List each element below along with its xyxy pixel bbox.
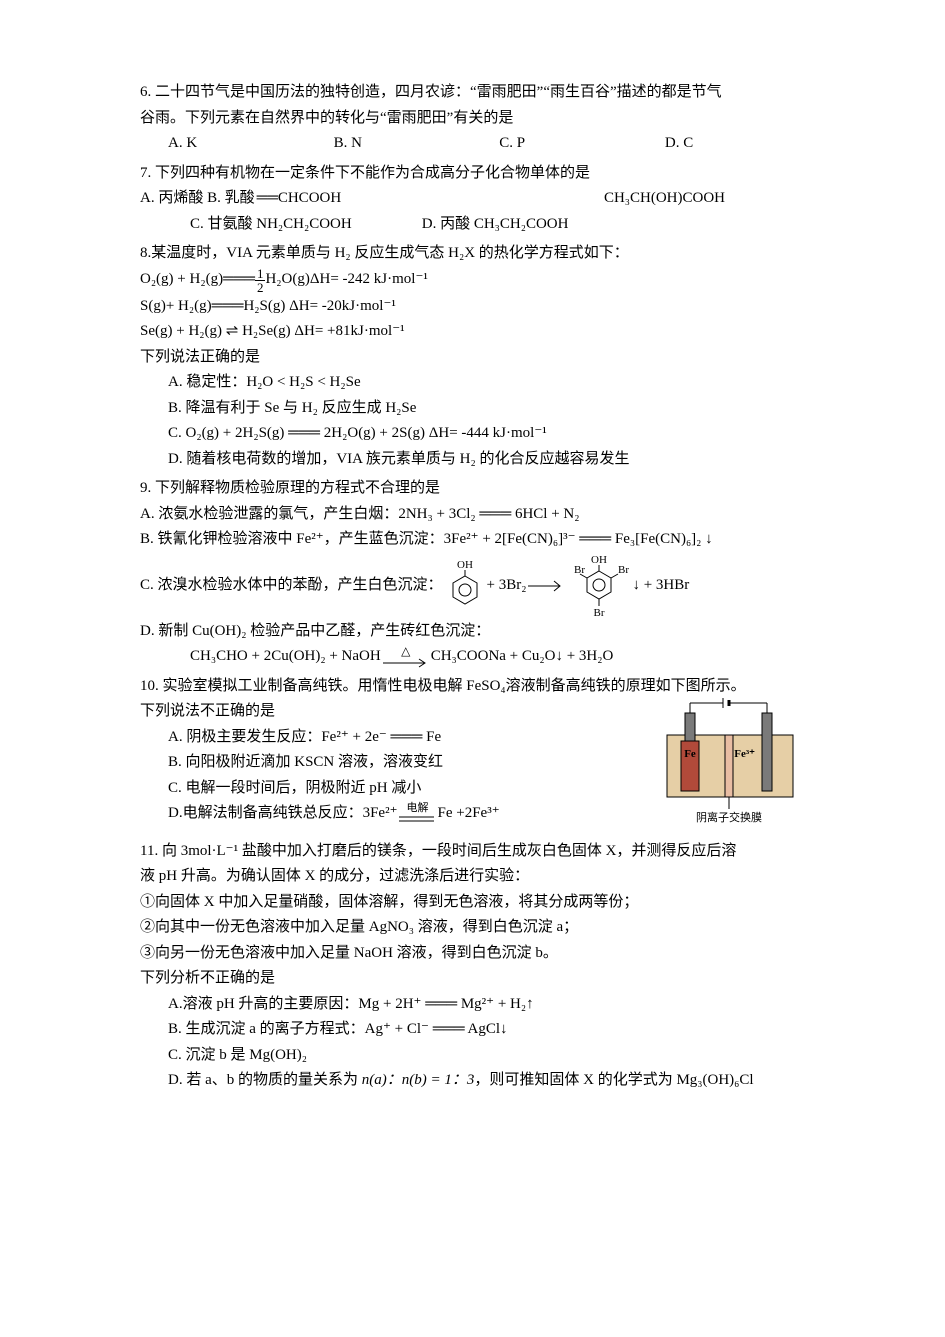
arrow-icon (526, 576, 566, 596)
q6-opt-c: C. P (499, 131, 665, 157)
q6-stem-2: 谷雨。下列元素在自然界中的转化与“雷雨肥田”有关的是 (140, 106, 805, 132)
q8-eq1-left: O₂(g) + H₂(g)═══ (140, 267, 255, 293)
q11-step-2: ②向其中一份无色溶液中加入足量 AgNO₃ 溶液，得到白色沉淀 a； (140, 915, 805, 941)
q10: 10. 实验室模拟工业制备高纯铁。用惰性电极电解 FeSO₄溶液制备高纯铁的原理… (140, 674, 805, 835)
electrolysis-figure: Fe Fe³⁺ 阴离子交换膜 (655, 695, 805, 835)
q8-sub: 下列说法正确的是 (140, 345, 805, 371)
q7-a-pre: A. 丙烯酸 B. 乳酸 (140, 186, 255, 212)
q11-opt-d: D. 若 a、b 的物质的量关系为 n(a)：n(b) = 1：3，则可推知固体… (140, 1068, 805, 1094)
q11-opt-c: C. 沉淀 b 是 Mg(OH)₂ (140, 1043, 805, 1069)
q7-a-formula: ══CHCOOH (257, 186, 342, 212)
q7-opt-d: D. 丙酸 CH₃CH₂COOH (422, 212, 569, 238)
phenol-icon: OH (443, 558, 487, 614)
q11-step-3: ③向另一份无色溶液中加入足量 NaOH 溶液，得到白色沉淀 b。 (140, 941, 805, 967)
q8-eq1-frac-bot: 2 (255, 281, 266, 294)
q11-stem-1: 11. 向 3mol·L⁻¹ 盐酸中加入打磨后的镁条，一段时间后生成灰白色固体 … (140, 839, 805, 865)
q8-opt-d: D. 随着核电荷数的增加，VIA 族元素单质与 H₂ 的化合反应越容易发生 (140, 447, 805, 473)
q11-sub: 下列分析不正确的是 (140, 966, 805, 992)
svg-text:Fe³⁺: Fe³⁺ (734, 748, 755, 760)
q10-d-right: Fe +2Fe³⁺ (438, 801, 500, 827)
q11: 11. 向 3mol·L⁻¹ 盐酸中加入打磨后的镁条，一段时间后生成灰白色固体 … (140, 839, 805, 1094)
q7-stem: 7. 下列四种有机物在一定条件下不能作为合成高分子化合物单体的是 (140, 161, 805, 187)
svg-text:阴离子交换膜: 阴离子交换膜 (696, 810, 762, 824)
q11-d-ital: n(a)：n(b) = 1：3 (362, 1072, 475, 1088)
q11-step-1: ①向固体 X 中加入足量硝酸，固体溶解，得到无色溶液，将其分成两等份； (140, 890, 805, 916)
q9-d2-left: CH₃CHO + 2Cu(OH)₂ + NaOH (190, 644, 381, 670)
q9-c-tail: ↓ + 3HBr (632, 573, 689, 599)
q6-opt-a: A. K (140, 131, 334, 157)
q10-d-left: D.电解法制备高纯铁总反应：3Fe²⁺ (168, 801, 398, 827)
q8-eq1-right: H₂O(g)ΔH= -242 kJ·mol⁻¹ (265, 267, 427, 293)
q8-eq3: Se(g) + H₂(g) ⇌ H₂Se(g) ΔH= +81kJ·mol⁻¹ (140, 319, 805, 345)
svg-text:Br: Br (594, 607, 605, 619)
q8-eq2: S(g)+ H₂(g)═══H₂S(g) ΔH= -20kJ·mol⁻¹ (140, 294, 805, 320)
q8-stem: 8.某温度时，VIA 元素单质与 H₂ 反应生成气态 H₂X 的热化学方程式如下… (140, 241, 805, 267)
q8: 8.某温度时，VIA 元素单质与 H₂ 反应生成气态 H₂X 的热化学方程式如下… (140, 241, 805, 472)
svg-text:Fe: Fe (684, 748, 696, 760)
q8-opt-c: C. O₂(g) + 2H₂S(g) ═══ 2H₂O(g) + 2S(g) Δ… (140, 421, 805, 447)
q7-b-formula: CH₃CH(OH)COOH (604, 186, 725, 212)
q9-stem: 9. 下列解释物质检验原理的方程式不合理的是 (140, 476, 805, 502)
q9-opt-a: A. 浓氨水检验泄露的氯气，产生白烟：2NH₃ + 3Cl₂ ═══ 6HCl … (140, 502, 805, 528)
q9: 9. 下列解释物质检验原理的方程式不合理的是 A. 浓氨水检验泄露的氯气，产生白… (140, 476, 805, 670)
q8-eq1-frac: 1 2 (255, 267, 266, 294)
q9-c-text: C. 浓溴水检验水体中的苯酚，产生白色沉淀： (140, 573, 443, 599)
q7: 7. 下列四种有机物在一定条件下不能作为合成高分子化合物单体的是 A. 丙烯酸 … (140, 161, 805, 238)
q9-opt-d2: CH₃CHO + 2Cu(OH)₂ + NaOH △ CH₃COONa + Cu… (140, 644, 805, 670)
q11-opt-b: B. 生成沉淀 a 的离子方程式：Ag⁺ + Cl⁻ ═══ AgCl↓ (140, 1017, 805, 1043)
q9-d2-delta: △ (381, 645, 431, 657)
tribromophenol-icon: OH Br Br Br (566, 553, 632, 619)
q9-c-plus: + 3Br₂ (487, 573, 527, 599)
q11-stem-2: 液 pH 升高。为确认固体 X 的成分，过滤洗涤后进行实验： (140, 864, 805, 890)
q11-d-pre: D. 若 a、b 的物质的量关系为 (168, 1072, 362, 1088)
q6-options: A. K B. N C. P D. C (140, 131, 805, 157)
svg-text:OH: OH (457, 559, 473, 571)
svg-text:OH: OH (592, 554, 608, 566)
q9-d2-right: CH₃COONa + Cu₂O↓ + 3H₂O (431, 644, 614, 670)
delta-arrow-icon: △ (381, 645, 431, 669)
q8-eq1-frac-top: 1 (255, 267, 266, 281)
q7-opt-c: C. 甘氨酸 NH₂CH₂COOH (140, 212, 352, 238)
q7-row1: A. 丙烯酸 B. 乳酸 ══CHCOOH CH₃CH(OH)COOH (140, 186, 805, 212)
q11-opt-a: A.溶液 pH 升高的主要原因：Mg + 2H⁺ ═══ Mg²⁺ + H₂↑ (140, 992, 805, 1018)
q8-opt-a: A. 稳定性：H₂O < H₂S < H₂Se (140, 370, 805, 396)
q11-d-post: ，则可推知固体 X 的化学式为 Mg₃(OH)₆Cl (474, 1072, 753, 1088)
q8-eq1: O₂(g) + H₂(g)═══ 1 2 H₂O(g)ΔH= -242 kJ·m… (140, 267, 805, 294)
q8-opt-b: B. 降温有利于 Se 与 H₂ 反应生成 H₂Se (140, 396, 805, 422)
electrolysis-arrow-icon: 电解 (398, 803, 438, 824)
q9-opt-d1: D. 新制 Cu(OH)₂ 检验产品中乙醛，产生砖红色沉淀： (140, 619, 805, 645)
q6-opt-d: D. C (665, 131, 805, 157)
q6-stem-1: 6. 二十四节气是中国历法的独特创造，四月农谚：“雷雨肥田”“雨生百谷”描述的都… (140, 80, 805, 106)
q10-stem-1: 10. 实验室模拟工业制备高纯铁。用惰性电极电解 FeSO₄溶液制备高纯铁的原理… (140, 674, 805, 700)
svg-text:Br: Br (574, 564, 585, 576)
q6: 6. 二十四节气是中国历法的独特创造，四月农谚：“雷雨肥田”“雨生百谷”描述的都… (140, 80, 805, 157)
q10-opt-d: D.电解法制备高纯铁总反应：3Fe²⁺ 电解 Fe +2Fe³⁺ (140, 801, 647, 827)
svg-text:Br: Br (618, 564, 629, 576)
q6-opt-b: B. N (334, 131, 500, 157)
q9-opt-b: B. 铁氰化钾检验溶液中 Fe²⁺，产生蓝色沉淀：3Fe²⁺ + 2[Fe(CN… (140, 527, 805, 553)
q10-d-top: 电解 (398, 803, 438, 814)
q7-row2: C. 甘氨酸 NH₂CH₂COOH D. 丙酸 CH₃CH₂COOH (140, 212, 805, 238)
q9-opt-c: C. 浓溴水检验水体中的苯酚，产生白色沉淀： OH + 3Br₂ OH Br B… (140, 553, 805, 619)
